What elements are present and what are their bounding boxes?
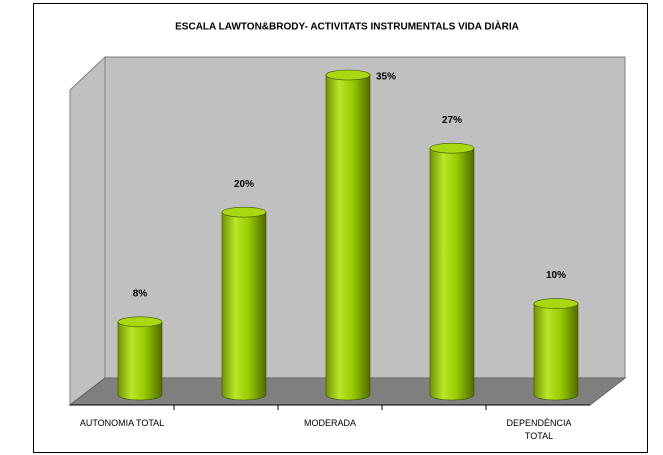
bar <box>429 147 475 401</box>
data-label: 8% <box>133 288 148 299</box>
chart-title: ESCALA LAWTON&BRODY- ACTIVITATS INSTRUME… <box>175 20 519 33</box>
bar-top <box>117 316 163 328</box>
data-label: 10% <box>546 270 566 281</box>
bar <box>117 321 163 401</box>
bar-top <box>221 206 267 218</box>
bar-top <box>325 69 371 81</box>
x-tick-label: DEPENDÈNCIA TOTAL <box>506 418 572 441</box>
bar <box>533 303 579 401</box>
data-label: 35% <box>376 72 396 83</box>
bar <box>325 74 371 401</box>
data-label: 27% <box>442 115 462 126</box>
x-tick-label: AUTONOMIA TOTAL <box>79 418 165 428</box>
data-label: 20% <box>234 179 254 190</box>
bar-top <box>533 298 579 309</box>
side-wall <box>69 55 106 407</box>
bar <box>221 211 267 401</box>
bar-top <box>429 142 475 154</box>
x-tick-label: MODERADA <box>303 418 356 428</box>
